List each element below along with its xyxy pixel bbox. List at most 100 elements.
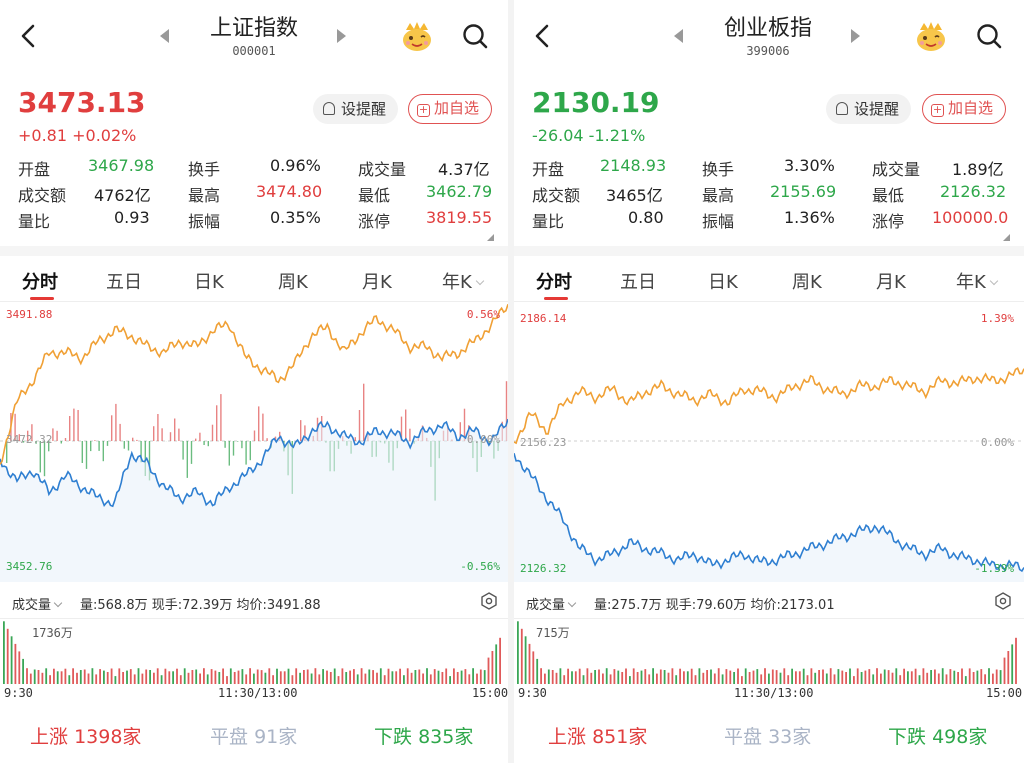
volume-indicator-toggle[interactable]: 成交量 bbox=[526, 594, 577, 613]
intraday-chart[interactable]: 2186.14 1.39% 2156.23 0.00% 2126.32 -1.3… bbox=[514, 302, 1024, 582]
search-icon[interactable] bbox=[461, 22, 489, 50]
search-icon[interactable] bbox=[975, 22, 1003, 50]
volume-bar bbox=[640, 670, 643, 684]
volume-bar bbox=[992, 673, 994, 684]
set-alert-button[interactable]: 设提醒 bbox=[313, 94, 399, 124]
volume-bar bbox=[644, 669, 647, 684]
advancers-label: 上涨 bbox=[548, 726, 587, 748]
add-watchlist-button[interactable]: + 加自选 bbox=[922, 94, 1007, 124]
volume-bar bbox=[972, 672, 975, 684]
volume-bar bbox=[272, 675, 274, 684]
volume-bar bbox=[114, 676, 117, 684]
unchanged: 平盘 33家 bbox=[724, 722, 811, 749]
chevron-down-icon bbox=[989, 276, 999, 286]
market-breadth: 上涨 1398家 平盘 91家 下跌 835家 bbox=[0, 718, 508, 752]
mascot-icon[interactable] bbox=[914, 20, 948, 52]
volume-bar bbox=[629, 676, 631, 684]
prev-index-arrow-icon[interactable] bbox=[160, 29, 169, 43]
volume-bar bbox=[717, 668, 720, 684]
buy-bar bbox=[178, 428, 180, 441]
volume-bar bbox=[126, 670, 128, 684]
sell-bar bbox=[102, 441, 104, 462]
stat-value: 2148.93 bbox=[600, 156, 667, 175]
add-watchlist-button[interactable]: + 加自选 bbox=[408, 94, 493, 124]
volume-bar bbox=[667, 672, 670, 684]
mascot-icon[interactable] bbox=[400, 20, 434, 52]
next-index-arrow-icon[interactable] bbox=[337, 29, 346, 43]
tab-five-day[interactable]: 五日 bbox=[620, 272, 656, 293]
sell-bar bbox=[6, 441, 8, 463]
tab-daily-k[interactable]: 日K bbox=[194, 272, 224, 293]
decliners-count: 835家 bbox=[418, 726, 474, 748]
volume-max-label: 1736万 bbox=[32, 626, 73, 640]
back-arrow-icon[interactable] bbox=[14, 22, 42, 50]
volume-bar bbox=[690, 668, 693, 684]
volume-indicator-toggle[interactable]: 成交量 bbox=[12, 594, 63, 613]
tab-weekly-k[interactable]: 周K bbox=[278, 272, 308, 293]
stat-value: 100000.0 bbox=[932, 208, 1009, 227]
volume-bar bbox=[609, 674, 612, 684]
volume-bar bbox=[326, 670, 328, 684]
volume-info: 量:568.8万 现手:72.39万 均价:3491.88 bbox=[80, 598, 321, 613]
settings-gear-icon[interactable] bbox=[994, 592, 1012, 610]
volume-bar bbox=[825, 673, 828, 684]
volume-bar bbox=[605, 668, 608, 684]
stats-row: 量比 0.93 振幅 0.35% 涨停 3819.55 bbox=[18, 208, 502, 234]
volume-bar bbox=[636, 672, 639, 684]
sell-bar bbox=[106, 441, 109, 446]
tab-intraday[interactable]: 分时 bbox=[22, 272, 58, 293]
stat-value: 0.35% bbox=[270, 208, 321, 227]
set-alert-button[interactable]: 设提醒 bbox=[826, 94, 912, 124]
intraday-chart[interactable]: 3491.88 0.56% 3472.32 0.00% 3452.76 -0.5… bbox=[0, 302, 508, 582]
settings-gear-icon[interactable] bbox=[480, 592, 498, 610]
volume-bar bbox=[590, 672, 593, 684]
volume-bar bbox=[187, 672, 190, 684]
volume-bar bbox=[988, 668, 990, 684]
stat-label: 最低 bbox=[872, 186, 905, 205]
volume-bar bbox=[752, 670, 755, 684]
set-alert-label: 设提醒 bbox=[341, 100, 387, 118]
volume-bar bbox=[937, 673, 940, 684]
volume-bar bbox=[168, 671, 171, 684]
tab-daily-k[interactable]: 日K bbox=[708, 272, 738, 293]
volume-bar bbox=[64, 668, 67, 684]
stats-row: 成交额 3465亿 最高 2155.69 最低 2126.32 bbox=[532, 182, 1016, 208]
tab-yearly-k[interactable]: 年K bbox=[956, 268, 999, 294]
volume-bar bbox=[617, 670, 620, 684]
volume-bar bbox=[364, 673, 367, 684]
next-index-arrow-icon[interactable] bbox=[851, 29, 860, 43]
time-start: 9:30 bbox=[518, 686, 547, 700]
stat-label: 开盘 bbox=[18, 160, 51, 179]
buy-bar bbox=[409, 428, 411, 441]
market-breadth: 上涨 851家 平盘 33家 下跌 498家 bbox=[514, 718, 1024, 752]
volume-bar bbox=[222, 668, 224, 684]
volume-bar bbox=[860, 672, 863, 684]
add-watchlist-label: 加自选 bbox=[434, 99, 480, 117]
volume-bar bbox=[853, 676, 855, 684]
tab-yearly-k[interactable]: 年K bbox=[442, 268, 485, 294]
volume-bar bbox=[191, 670, 194, 684]
prev-index-arrow-icon[interactable] bbox=[674, 29, 683, 43]
volume-bar bbox=[1015, 637, 1017, 684]
volume-bar bbox=[299, 672, 301, 684]
volume-bar bbox=[214, 670, 217, 684]
expand-corner-icon[interactable] bbox=[1003, 234, 1010, 241]
expand-corner-icon[interactable] bbox=[487, 234, 494, 241]
tab-weekly-k[interactable]: 周K bbox=[792, 272, 822, 293]
volume-bar bbox=[706, 670, 708, 684]
sell-bar bbox=[35, 441, 37, 444]
tab-monthly-k[interactable]: 月K bbox=[876, 272, 906, 293]
tab-monthly-k[interactable]: 月K bbox=[362, 272, 392, 293]
back-arrow-icon[interactable] bbox=[528, 22, 556, 50]
stat-value: 0.80 bbox=[628, 208, 664, 227]
sell-bar bbox=[22, 441, 25, 443]
volume-bar bbox=[613, 669, 616, 684]
buy-bar bbox=[174, 418, 176, 441]
buy-bar bbox=[64, 438, 67, 441]
volume-bar bbox=[329, 672, 332, 684]
tab-five-day[interactable]: 五日 bbox=[106, 272, 142, 293]
tab-intraday[interactable]: 分时 bbox=[536, 272, 572, 293]
volume-bar bbox=[802, 668, 805, 684]
header: 上证指数 000001 bbox=[0, 0, 508, 78]
volume-bar bbox=[586, 668, 589, 684]
